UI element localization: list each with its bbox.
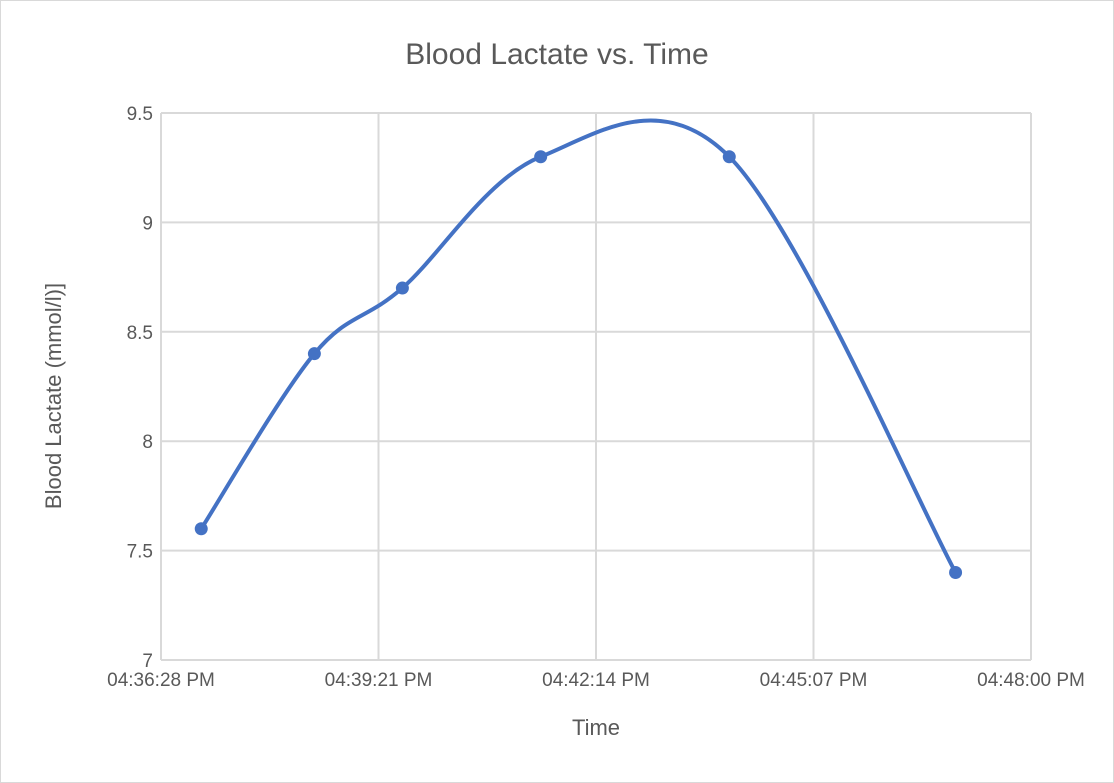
y-tick-label: 9 (142, 213, 153, 234)
axes (160, 113, 1031, 661)
x-tick-label: 04:45:07 PM (760, 670, 868, 691)
x-tick-label: 04:48:00 PM (977, 670, 1085, 691)
y-tick-label: 9.5 (127, 104, 153, 125)
tick-labels: 7 7.5 8 8.5 9 9.5 04:36:28 PM 04:39:21 PM 04:42:… (107, 104, 1085, 691)
y-axis-title: Blood Lactate (mmol/l)] (41, 283, 66, 509)
series-layer (194, 118, 963, 579)
data-point (949, 565, 963, 579)
data-point (395, 281, 409, 295)
x-tick-label: 04:39:21 PM (325, 670, 433, 691)
data-point (307, 347, 321, 361)
data-point (194, 522, 208, 536)
x-tick-label: 04:36:28 PM (107, 670, 215, 691)
data-point (534, 150, 548, 164)
series-line (199, 118, 958, 575)
chart-title: Blood Lactate vs. Time (405, 38, 709, 71)
x-axis-title: Time (572, 715, 620, 740)
gridlines (161, 112, 1032, 660)
data-point (722, 150, 736, 164)
y-tick-label: 8 (142, 432, 153, 453)
y-tick-label: 7.5 (127, 542, 153, 563)
y-tick-label: 7 (142, 651, 153, 672)
x-tick-label: 04:42:14 PM (542, 670, 650, 691)
y-tick-label: 8.5 (127, 323, 153, 344)
